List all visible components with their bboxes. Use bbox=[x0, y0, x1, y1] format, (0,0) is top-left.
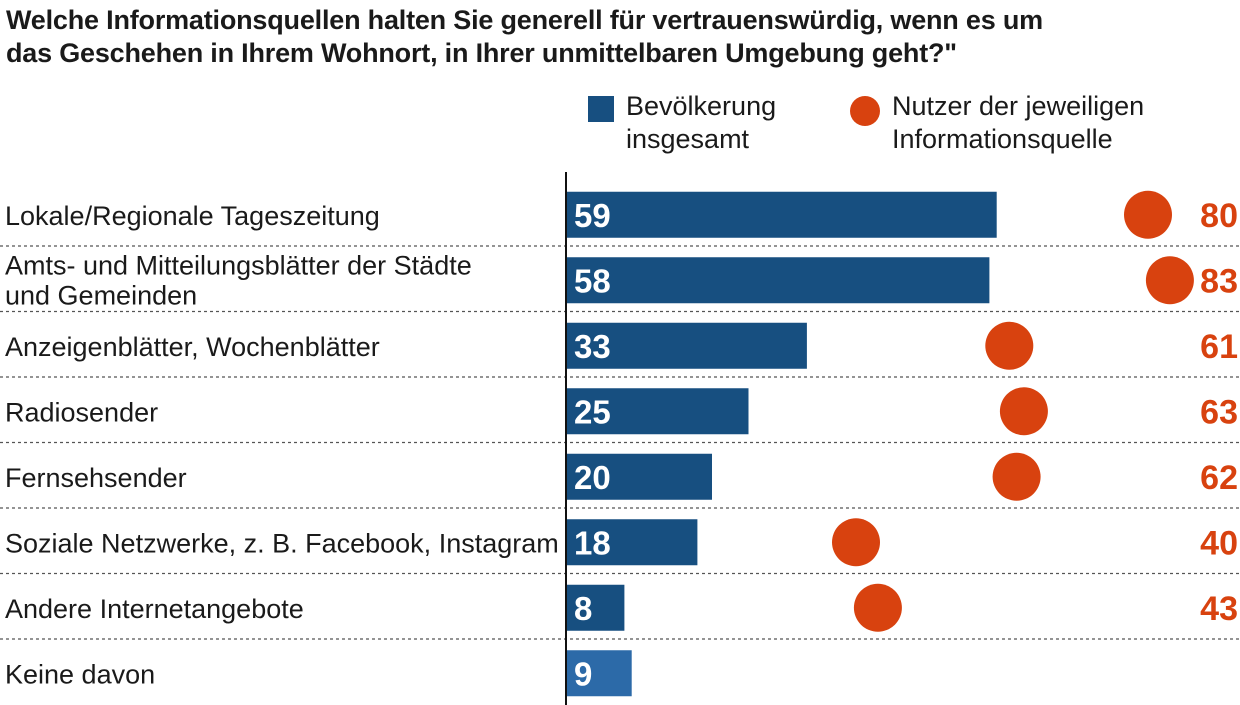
legend-dot-label-line-2: Informationsquelle bbox=[892, 124, 1113, 154]
bar-value-label: 18 bbox=[574, 524, 611, 561]
dot-marker bbox=[1145, 256, 1194, 305]
bar-value-label: 20 bbox=[574, 459, 611, 496]
category-label: Radiosender bbox=[5, 397, 158, 427]
bar bbox=[566, 650, 632, 697]
category-label-line: Radiosender bbox=[5, 397, 158, 427]
category-label: Andere Internetangebote bbox=[5, 594, 304, 624]
category-label-line: Lokale/Regionale Tageszeitung bbox=[5, 201, 380, 231]
category-label: Fernsehsender bbox=[5, 463, 187, 493]
category-label-line: Fernsehsender bbox=[5, 463, 187, 493]
bar-value-label: 58 bbox=[574, 262, 611, 299]
bar bbox=[566, 322, 807, 369]
chart-title-line-2: das Geschehen in Ihrem Wohnort, in Ihrer… bbox=[6, 38, 957, 68]
dot-value-label: 80 bbox=[1200, 197, 1238, 235]
legend-bar-label-line-1: Bevölkerung bbox=[626, 91, 777, 121]
bar bbox=[566, 388, 749, 435]
category-label: Keine davon bbox=[5, 659, 155, 689]
bar-value-label: 33 bbox=[574, 328, 611, 365]
legend-bar-swatch bbox=[588, 96, 614, 122]
legend-dot-label: Nutzer der jeweiligen Informationsquelle bbox=[892, 90, 1144, 156]
dot-value-label: 40 bbox=[1200, 524, 1238, 562]
category-label-line: Keine davon bbox=[5, 659, 155, 689]
bar bbox=[566, 519, 698, 566]
legend-dot-label-line-1: Nutzer der jeweiligen bbox=[892, 91, 1145, 121]
dot-value-label: 83 bbox=[1200, 262, 1238, 300]
bar-value-label: 9 bbox=[574, 655, 592, 692]
category-label: Amts- und Mitteilungsblätter der Städte u… bbox=[5, 250, 472, 310]
category-label: Anzeigenblätter, Wochenblätter bbox=[5, 332, 380, 362]
dot-marker bbox=[992, 452, 1041, 501]
dot-marker bbox=[853, 583, 902, 632]
dot-value-label: 43 bbox=[1200, 590, 1238, 628]
bar bbox=[566, 584, 625, 631]
bar bbox=[566, 453, 712, 500]
dot-marker bbox=[999, 387, 1048, 436]
dot-marker bbox=[1124, 190, 1172, 239]
bar-value-label: 25 bbox=[574, 393, 611, 430]
bar-value-label: 59 bbox=[574, 197, 611, 234]
category-label-line: Soziale Netzwerke, z. B. Facebook, Insta… bbox=[5, 528, 559, 558]
category-label: Lokale/Regionale Tageszeitung bbox=[5, 201, 380, 231]
category-label-line: und Gemeinden bbox=[5, 280, 197, 310]
bar bbox=[566, 257, 990, 304]
bar-value-label: 8 bbox=[574, 590, 592, 627]
dot-marker bbox=[832, 518, 880, 567]
dot-value-label: 62 bbox=[1200, 459, 1238, 497]
dot-value-label: 63 bbox=[1200, 393, 1238, 431]
chart-title: Welche Informationsquellen halten Sie ge… bbox=[6, 4, 1206, 70]
category-label-line: Andere Internetangebote bbox=[5, 594, 304, 624]
legend-bar-label-line-2: insgesamt bbox=[626, 124, 750, 154]
category-label-line: Amts- und Mitteilungsblätter der Städte bbox=[5, 250, 472, 280]
category-label-line: Anzeigenblätter, Wochenblätter bbox=[5, 332, 380, 362]
dot-value-label: 61 bbox=[1200, 328, 1238, 366]
dot-marker bbox=[985, 321, 1034, 370]
legend-bar-label: Bevölkerung insgesamt bbox=[626, 90, 776, 156]
legend-dot-swatch bbox=[850, 96, 880, 126]
chart-title-line-1: Welche Informationsquellen halten Sie ge… bbox=[6, 5, 1043, 35]
category-label: Soziale Netzwerke, z. B. Facebook, Insta… bbox=[5, 528, 559, 558]
bar bbox=[566, 191, 997, 238]
